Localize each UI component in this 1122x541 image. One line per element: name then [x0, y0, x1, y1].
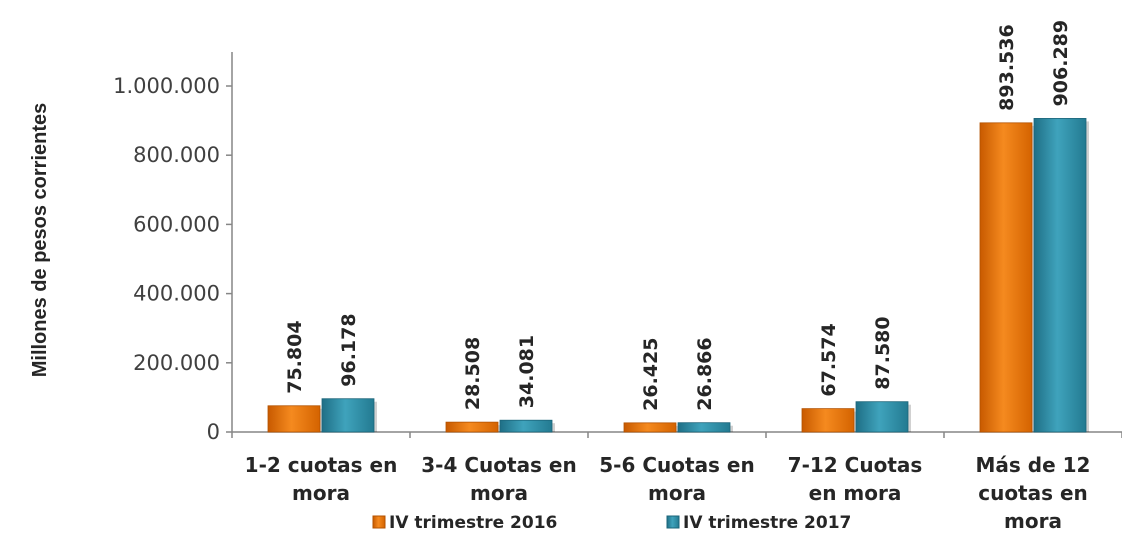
data-label: 67.574: [818, 323, 840, 396]
y-tick-label: 200.000: [133, 351, 220, 375]
x-category-label-line: Más de 12: [976, 453, 1091, 477]
x-category-label-line: 1-2 cuotas en: [245, 453, 398, 477]
legend-swatch: [666, 515, 680, 529]
data-label: 28.508: [462, 337, 484, 410]
bars: [267, 118, 1089, 433]
y-axis-label: Millones de pesos corrientes: [29, 103, 51, 378]
x-category-label-line: en mora: [809, 481, 902, 505]
x-category-label: 1-2 cuotas en mora: [245, 453, 398, 505]
y-axis: 0 200.000 400.000 600.000 800.000 1.000.000: [113, 52, 233, 444]
bar: [321, 398, 375, 433]
legend-label: IV trimestre 2016: [389, 513, 557, 533]
x-category-label: 5-6 Cuotas en mora: [599, 453, 754, 505]
bar: [801, 408, 855, 433]
bar: [1033, 118, 1087, 433]
x-category-label-line: mora: [1004, 509, 1062, 533]
x-category-label-line: mora: [648, 481, 706, 505]
y-tick-label: 400.000: [133, 282, 220, 306]
legend-label: IV trimestre 2017: [683, 513, 851, 533]
x-category-label-line: 7-12 Cuotas: [788, 453, 923, 477]
y-tick-label: 800.000: [133, 143, 220, 167]
y-tick-label: 0: [207, 420, 220, 444]
x-category-label-line: mora: [292, 481, 350, 505]
bar: [677, 422, 731, 433]
x-category-label: 3-4 Cuotas en mora: [421, 453, 576, 505]
bar: [445, 421, 499, 433]
data-label: 906.289: [1050, 20, 1072, 107]
data-label: 87.580: [872, 316, 894, 389]
data-label: 26.425: [640, 338, 662, 411]
legend: IV trimestre 2016 IV trimestre 2017: [372, 513, 851, 533]
x-category-label-line: mora: [470, 481, 528, 505]
y-tick-label: 1.000.000: [113, 74, 220, 98]
data-label: 96.178: [338, 313, 360, 386]
data-label: 34.081: [516, 335, 538, 408]
legend-swatch: [372, 515, 386, 529]
x-category-label-line: 5-6 Cuotas en: [599, 453, 754, 477]
bar: [267, 405, 321, 433]
x-category-label: 7-12 Cuotas en mora: [788, 453, 923, 505]
bar: [979, 122, 1033, 433]
data-label: 893.536: [996, 24, 1018, 111]
y-tick-label: 600.000: [133, 212, 220, 236]
bar: [499, 419, 553, 433]
x-category-label-line: cuotas en: [978, 481, 1088, 505]
data-label: 26.866: [694, 337, 716, 410]
data-label: 75.804: [284, 320, 306, 393]
x-category-label-line: 3-4 Cuotas en: [421, 453, 576, 477]
bar: [623, 422, 677, 433]
bar: [855, 401, 909, 433]
x-category-label: Más de 12 cuotas en mora: [976, 453, 1091, 533]
data-labels: 75.804 28.508 26.425 67.574 893.536 96.178 34.…: [284, 20, 1072, 411]
